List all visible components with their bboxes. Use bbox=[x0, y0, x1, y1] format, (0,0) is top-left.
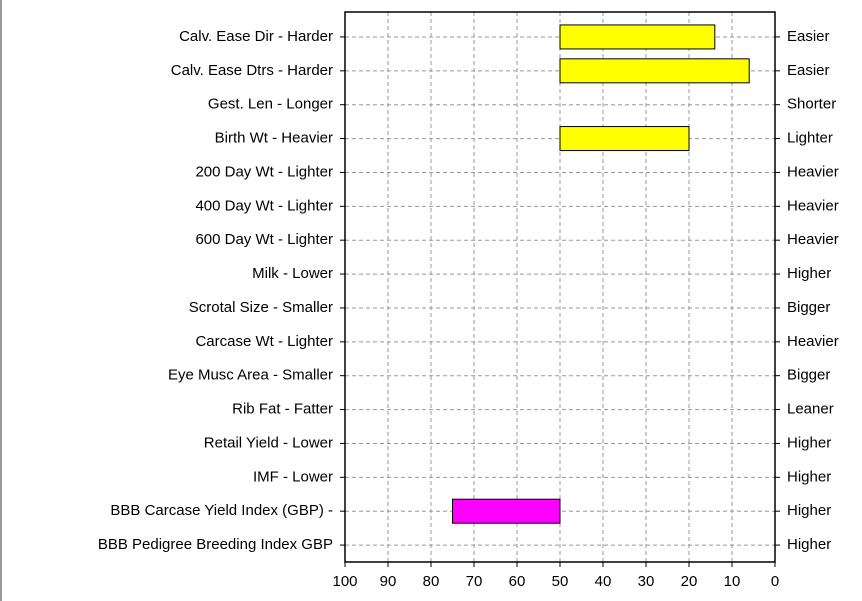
right-label: Bigger bbox=[787, 367, 830, 384]
category-label: Birth Wt - Heavier bbox=[215, 130, 333, 147]
x-tick-label: 100 bbox=[332, 573, 357, 590]
category-label: Scrotal Size - Smaller bbox=[189, 299, 333, 316]
bar bbox=[559, 126, 690, 152]
category-label: 400 Day Wt - Lighter bbox=[195, 197, 333, 214]
category-label: 600 Day Wt - Lighter bbox=[195, 231, 333, 248]
x-tick-label: 0 bbox=[771, 573, 779, 590]
category-label: Retail Yield - Lower bbox=[204, 434, 333, 451]
category-label: Eye Musc Area - Smaller bbox=[168, 367, 333, 384]
category-label: 200 Day Wt - Lighter bbox=[195, 163, 333, 180]
right-label: Easier bbox=[787, 28, 830, 45]
category-label: Carcase Wt - Lighter bbox=[195, 333, 333, 350]
right-label: Shorter bbox=[787, 96, 836, 113]
category-label: Calv. Ease Dir - Harder bbox=[179, 28, 333, 45]
category-label: Milk - Lower bbox=[252, 265, 333, 282]
category-label: Rib Fat - Fatter bbox=[232, 401, 333, 418]
bar bbox=[559, 58, 750, 84]
x-tick-label: 90 bbox=[380, 573, 397, 590]
x-tick-label: 20 bbox=[681, 573, 698, 590]
x-tick-label: 30 bbox=[638, 573, 655, 590]
category-label: BBB Pedigree Breeding Index GBP bbox=[98, 536, 333, 553]
right-label: Heavier bbox=[787, 163, 839, 180]
right-label: Heavier bbox=[787, 197, 839, 214]
right-label: Leaner bbox=[787, 401, 834, 418]
category-label: IMF - Lower bbox=[253, 468, 333, 485]
plot-frame bbox=[344, 11, 776, 563]
bar bbox=[559, 24, 716, 50]
x-tick-label: 80 bbox=[423, 573, 440, 590]
x-tick-label: 60 bbox=[509, 573, 526, 590]
x-tick-label: 50 bbox=[552, 573, 569, 590]
category-label: Calv. Ease Dtrs - Harder bbox=[171, 62, 333, 79]
x-tick-label: 10 bbox=[724, 573, 741, 590]
x-tick-label: 40 bbox=[595, 573, 612, 590]
right-label: Heavier bbox=[787, 333, 839, 350]
x-tick-label: 70 bbox=[466, 573, 483, 590]
right-label: Higher bbox=[787, 502, 831, 519]
right-label: Easier bbox=[787, 62, 830, 79]
bar bbox=[452, 498, 561, 524]
right-label: Lighter bbox=[787, 130, 833, 147]
category-label: BBB Carcase Yield Index (GBP) - bbox=[110, 502, 333, 519]
right-label: Higher bbox=[787, 434, 831, 451]
right-label: Heavier bbox=[787, 231, 839, 248]
right-label: Bigger bbox=[787, 299, 830, 316]
right-label: Higher bbox=[787, 265, 831, 282]
right-label: Higher bbox=[787, 468, 831, 485]
right-label: Higher bbox=[787, 536, 831, 553]
category-label: Gest. Len - Longer bbox=[208, 96, 333, 113]
